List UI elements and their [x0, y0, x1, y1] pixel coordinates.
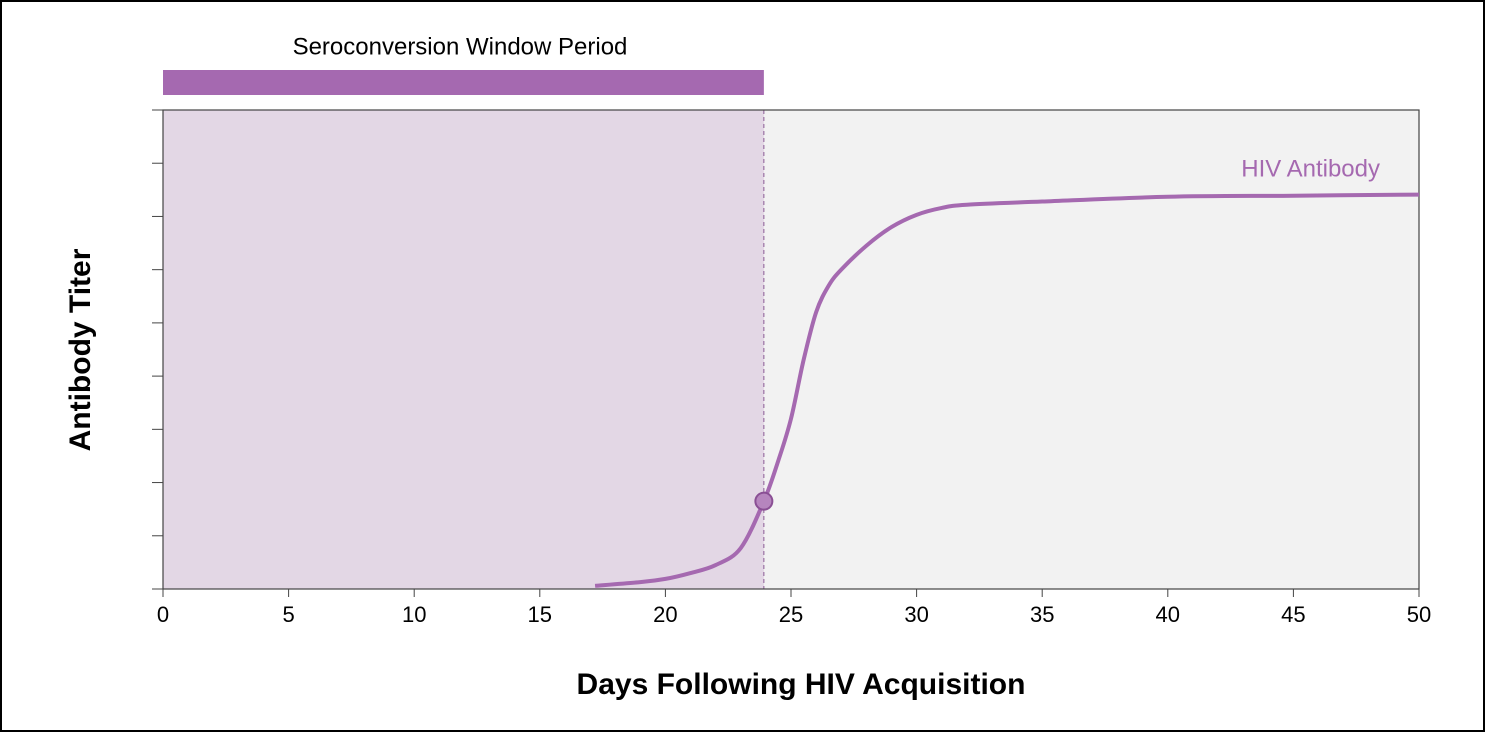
x-tick-label: 30	[904, 602, 928, 627]
x-tick-label: 0	[157, 602, 169, 627]
x-tick-label: 15	[528, 602, 552, 627]
marker	[754, 491, 774, 511]
x-tick-label: 5	[282, 602, 294, 627]
x-tick-label: 35	[1030, 602, 1054, 627]
window-label: Seroconversion Window Period	[293, 33, 628, 60]
x-tick-label: 45	[1281, 602, 1305, 627]
x-tick-label: 50	[1407, 602, 1431, 627]
x-tick-label: 20	[653, 602, 677, 627]
y-axis-title: Antibody Titer	[64, 248, 97, 451]
window-shade	[163, 110, 764, 589]
line	[594, 192, 1420, 588]
x-axis-title: Days Following HIV Acquisition	[577, 668, 1026, 701]
series-label: HIV Antibody	[1241, 155, 1380, 182]
x-tick-label: 10	[402, 602, 426, 627]
x-tick-label: 25	[779, 602, 803, 627]
x-tick-label: 40	[1156, 602, 1180, 627]
window-bar	[163, 70, 764, 95]
